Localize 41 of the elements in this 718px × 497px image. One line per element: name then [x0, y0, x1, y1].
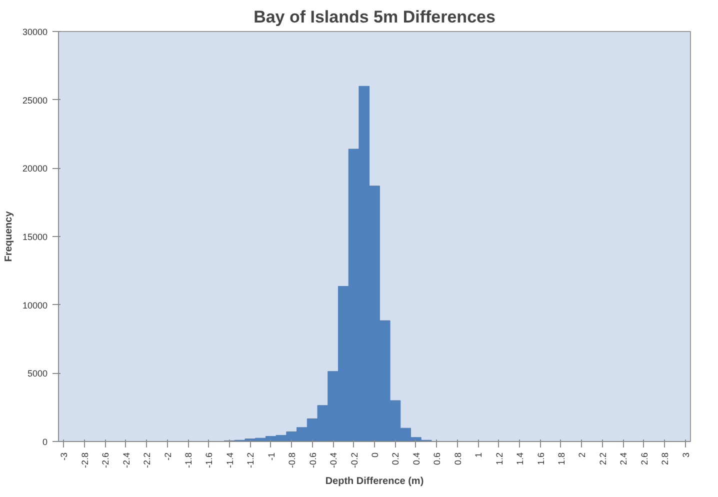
x-tick-label: 0.6: [432, 452, 442, 466]
y-tick-label: 20000: [22, 164, 48, 174]
x-tick-label: 2.6: [639, 452, 650, 466]
x-tick-label: 2.2: [598, 452, 608, 466]
x-tick-label: 0.2: [390, 452, 401, 466]
x-tick-label: -3: [59, 452, 70, 460]
y-tick-label: 5000: [27, 368, 48, 379]
y-tick-label: 0: [42, 437, 48, 447]
x-tick-label: 1.6: [536, 452, 546, 466]
x-tick-label: 2.4: [618, 452, 629, 466]
y-tick-label: 10000: [22, 300, 48, 310]
y-tick-label: 25000: [22, 95, 48, 106]
x-tick-label: 0.8: [452, 452, 463, 466]
x-tick-label: -1.2: [246, 452, 256, 468]
y-axis-title: Frequency: [3, 210, 14, 262]
x-tick-label: 1.2: [494, 452, 504, 466]
x-tick-label: -2.8: [80, 452, 90, 468]
x-tick-label: 2: [577, 452, 588, 458]
x-axis-title: Depth Difference (m): [325, 476, 424, 488]
x-tick-label: 0: [370, 452, 380, 458]
x-tick-label: -1.6: [204, 452, 214, 468]
x-tick-label: -0.8: [287, 452, 298, 468]
x-tick-label: -2: [162, 452, 173, 460]
x-tick-label: -0.2: [349, 452, 360, 468]
x-tick-label: -1: [266, 452, 276, 460]
x-tick-label: 2.8: [660, 452, 670, 466]
x-tick-label: 1.8: [556, 452, 566, 466]
x-tick-label: -2.2: [142, 452, 152, 468]
x-tick-label: -2.4: [121, 452, 132, 468]
x-tick-label: 1: [474, 452, 484, 458]
x-tick-label: 0.4: [411, 452, 422, 466]
x-tick-label: -0.4: [328, 452, 339, 468]
x-tick-label: 1.4: [515, 452, 526, 466]
x-tick-label: -2.6: [100, 452, 111, 468]
x-tick-label: 3: [680, 452, 691, 458]
x-tick-label: -1.4: [224, 452, 235, 468]
y-tick-label: 30000: [22, 27, 48, 37]
chart-title: Bay of Islands 5m Differences: [254, 8, 496, 26]
y-tick-label: 15000: [22, 232, 48, 242]
x-tick-label: -0.6: [308, 452, 318, 468]
x-tick-label: -1.8: [184, 452, 194, 468]
